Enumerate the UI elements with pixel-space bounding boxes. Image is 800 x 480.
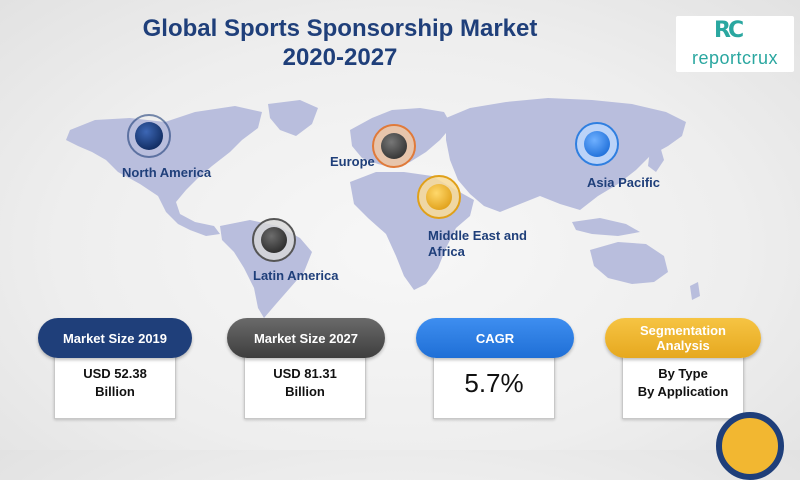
segmentation-header: Segmentation Analysis [605, 318, 761, 358]
region-label-latin-america: Latin America [253, 268, 339, 283]
continent-new-zealand [690, 282, 700, 300]
middle-east-africa-marker [417, 175, 461, 219]
market-size-2019-value-line2: Billion [95, 384, 135, 399]
market-size-2027-card: USD 81.31 Billion [244, 347, 366, 419]
cagr-value: 5.7% [464, 368, 524, 398]
cagr-header: CAGR [416, 318, 574, 358]
continent-indonesia [572, 218, 640, 236]
region-label-asia-pacific: Asia Pacific [587, 175, 660, 190]
market-size-2019-header: Market Size 2019 [38, 318, 192, 358]
market-size-2019-card: USD 52.38 Billion [54, 347, 176, 419]
corner-decoration [716, 412, 784, 480]
cagr-card: 5.7% [433, 347, 555, 419]
region-label-north-america: North America [122, 165, 212, 180]
latin-america-marker [252, 218, 296, 262]
segmentation-line1: By Type [658, 366, 708, 381]
logo-mark: RC [714, 18, 744, 43]
page-title: Global Sports Sponsorship Market 2020-20… [60, 14, 620, 72]
title-line-2: 2020-2027 [282, 44, 398, 71]
north-america-marker [127, 114, 171, 158]
reportcrux-logo: RC reportcrux [676, 16, 794, 72]
continent-japan [648, 146, 664, 172]
continent-asia [446, 98, 686, 212]
region-label-europe: Europe [330, 154, 375, 169]
continent-australia [590, 242, 668, 284]
market-size-2027-header: Market Size 2027 [227, 318, 385, 358]
segmentation-line2: By Application [637, 384, 729, 399]
europe-marker [372, 124, 416, 168]
market-size-2019-value-line1: USD 52.38 [83, 366, 147, 381]
title-line-1: Global Sports Sponsorship Market [142, 15, 538, 42]
logo-text: reportcrux [691, 48, 779, 68]
continent-greenland [268, 100, 318, 136]
segmentation-card: By Type By Application [622, 347, 744, 419]
market-size-2027-value-line1: USD 81.31 [273, 366, 337, 381]
market-size-2027-value-line2: Billion [285, 384, 325, 399]
region-label-middle-east-africa: Middle East and Africa [428, 228, 527, 259]
asia-pacific-marker [575, 122, 619, 166]
world-map [66, 98, 700, 318]
continent-north-america [66, 106, 262, 236]
